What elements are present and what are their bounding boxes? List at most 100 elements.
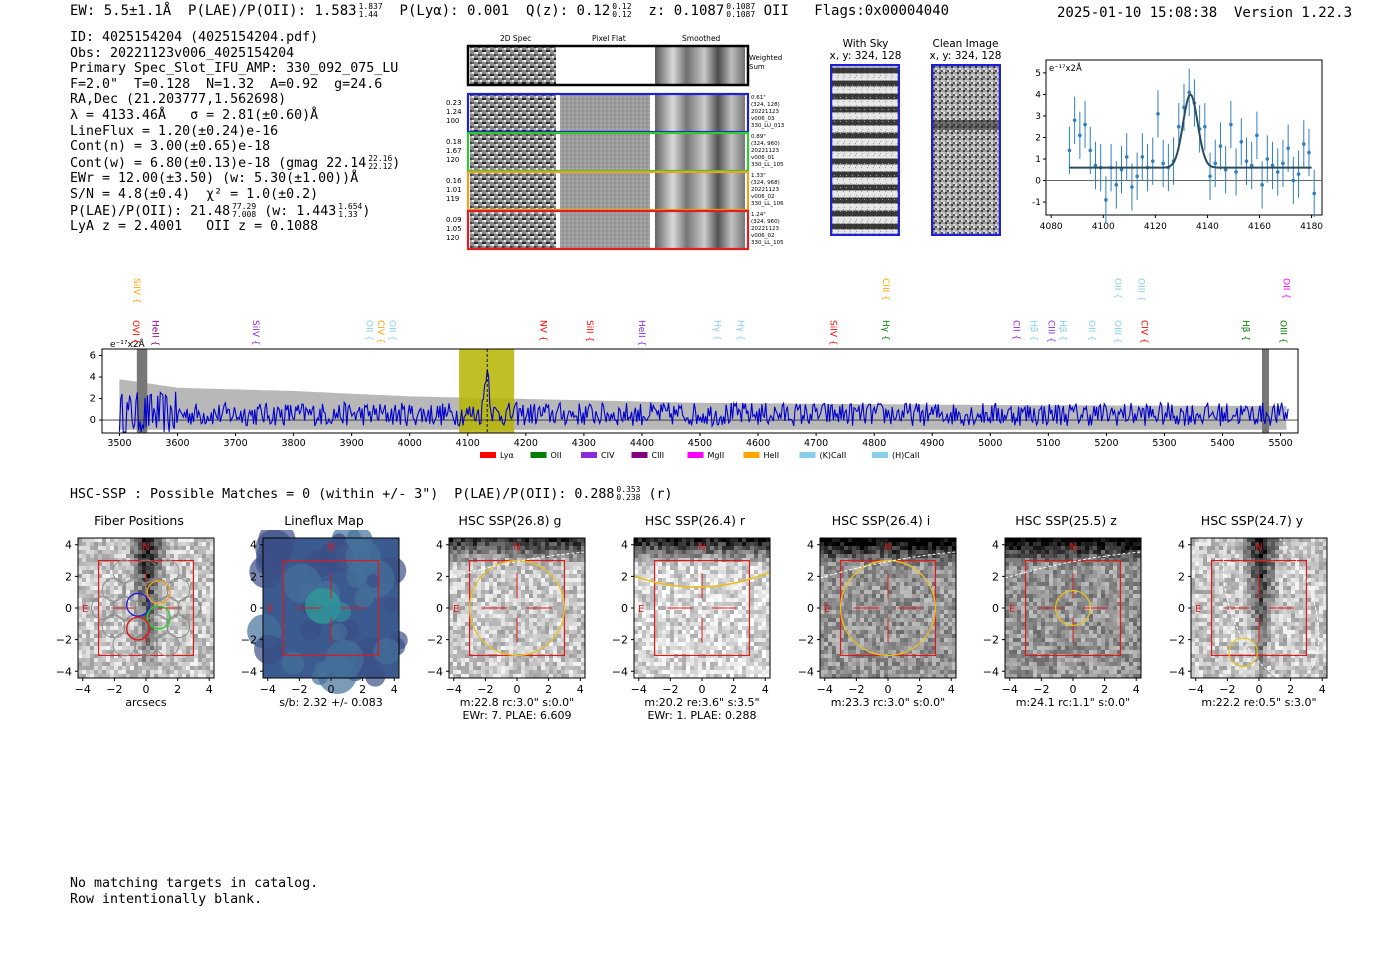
hsc-y-tick: 2 (436, 570, 443, 583)
z-range: 0.1087 0.1087 (726, 2, 756, 19)
fiber-circle (101, 577, 126, 602)
spectrum-x-tick: 4500 (688, 438, 712, 449)
hsc-panel-title: HSC SSP(26.4) r (644, 513, 746, 528)
svg-text:OVI {: OVI { (130, 320, 140, 344)
zoom-data-point (1208, 152, 1212, 200)
hsc-y-tick: −4 (1169, 665, 1185, 678)
east-label: E (1195, 604, 1201, 615)
hsc-x-tick: −4 (446, 683, 462, 696)
svg-text:OII {: OII { (1281, 278, 1291, 299)
info-contw: Cont(w) = 6.80(±0.13)e-18 (gmag 22.14 22.… (70, 153, 401, 171)
hsc-x-tick: −4 (1002, 683, 1018, 696)
spectrum-line-label: HeII { (150, 320, 160, 346)
hsc-x-tick: −2 (1033, 683, 1049, 696)
spectrum-line-label: SiIV { (131, 278, 141, 304)
clean-image (930, 63, 1002, 240)
spectrum-x-tick: 5500 (1268, 438, 1292, 449)
qz-range: 0.12 0.12 (612, 2, 632, 19)
legend-item: CIII (652, 451, 665, 460)
spectrum-line-label: CIII { (1045, 320, 1055, 343)
flags-value: Flags:0x00004040 (814, 3, 950, 19)
hsc-x-tick: 0 (699, 683, 706, 696)
spectrum-x-tick: 4100 (456, 438, 480, 449)
info-id: ID: 4025154204 (4025154204.pdf) (70, 30, 319, 45)
hsc-x-tick: 4 (1133, 683, 1140, 696)
spectrum-line-label: OIII { (1278, 320, 1288, 344)
spectrum-line-label: OIII { (1112, 320, 1122, 344)
fiber-circle-green (146, 605, 171, 630)
info-primary: Primary Spec_Slot_IFU_AMP: 330_092_075_L… (70, 61, 399, 77)
fiber-circle (112, 632, 137, 657)
fiber-row-3-info: 1.33" (324, 968) 20221123 v006_02 330_LL_106 (751, 173, 784, 207)
with-sky-svg (829, 63, 901, 237)
hsc-y-tick: 4 (807, 539, 814, 552)
zoom-y-tick: 2 (1035, 134, 1041, 144)
weighted-sum-label: Weighted Sum (749, 54, 783, 71)
zoom-data-point (1286, 124, 1290, 172)
zoom-data-point (1291, 156, 1296, 205)
spectrum-noise-envelope (119, 379, 1287, 430)
hsc-x-tick: 2 (1101, 683, 1108, 696)
svg-text:OII {: OII { (363, 320, 373, 341)
zoom-data-point (1213, 139, 1218, 188)
zoom-data-point (1150, 137, 1155, 185)
svg-text:CIV {: CIV { (375, 320, 385, 344)
spectrum-line-label: OII { (386, 320, 396, 341)
hsc-x-tick: 0 (1070, 683, 1077, 696)
zoom-plot-frame (1045, 59, 1323, 216)
search-box (653, 559, 751, 657)
fiber-panels: 2D Spec Pixel Flat Smoothed Weighted Sum… (440, 32, 784, 257)
spectrum-x-tick: 3900 (340, 438, 364, 449)
hsc-x-tick: 2 (730, 683, 737, 696)
spectrum-x-tick: 4600 (746, 438, 770, 449)
hsc-x-tick: 0 (1256, 683, 1263, 696)
aperture-circle (468, 559, 566, 657)
hsc-y-tick: −2 (612, 634, 628, 647)
hsc-panel-title: HSC SSP(24.7) y (1200, 513, 1304, 528)
spectrum-x-tick: 4900 (920, 438, 944, 449)
svg-text:HeII {: HeII { (150, 320, 160, 346)
svg-text:SiIV {: SiIV { (131, 278, 141, 304)
hsc-overlay: NE (1195, 530, 1320, 682)
hsc-x-tick: 2 (545, 683, 552, 696)
hsc-y-tick: −2 (983, 634, 999, 647)
info-fiber: F=2.0" T=0.128 N=1.32 A=0.92 g=24.6 (70, 76, 383, 92)
hsc-panel-caption: m:22.2 re:0.5" s:3.0" (1201, 696, 1317, 709)
info-sn: S/N = 4.8(±0.4) χ² = 1.0(±0.2) (70, 186, 319, 202)
spectrum-line-label: OIII { (1135, 278, 1145, 302)
spectrum-x-tick: 4000 (398, 438, 422, 449)
hsc-overlay: NE (633, 542, 771, 657)
fiber-circle (144, 614, 169, 639)
fiber-circle (155, 632, 180, 657)
zoom-y-tick: 3 (1035, 112, 1041, 122)
hsc-x-tick: −4 (75, 683, 91, 696)
east-label: E (638, 604, 644, 615)
timestamp: 2025-01-10 15:08:38 Version 1.22.3 (1057, 5, 1353, 21)
with-sky-caption: With Sky x, y: 324, 128 (829, 38, 902, 62)
svg-text:CIII {: CIII { (880, 278, 890, 301)
fiber-circle (112, 559, 137, 584)
qz-value: Q(z): 0.12 (525, 3, 611, 19)
fiber-circle (134, 632, 158, 657)
hsc-y-tick: 4 (436, 539, 443, 552)
hsc-y-tick: −2 (1169, 634, 1185, 647)
zoom-x-tick: 4080 (1040, 222, 1063, 232)
hsc-y-tick: −4 (427, 665, 443, 678)
legend-item: Lyα (500, 451, 514, 460)
hsc-y-tick: −2 (427, 634, 443, 647)
fiber-row-3 (466, 170, 750, 212)
hsc-panel-caption: m:22.8 rc:3.0" s:0.0" (459, 696, 575, 709)
svg-text:CIV {: CIV { (1138, 320, 1148, 344)
hsc-y-tick: 0 (992, 602, 999, 615)
north-label: N (513, 542, 520, 553)
spectrum-x-tick: 3500 (107, 438, 131, 449)
hsc-y-tick: −2 (798, 634, 814, 647)
spectrum-x-tick: 4800 (862, 438, 886, 449)
hsc-y-tick: 4 (992, 539, 999, 552)
info-radec: RA,Dec (21.203777,1.562698) (70, 92, 287, 108)
hsc-x-tick: −4 (1188, 683, 1204, 696)
svg-text:NV {: NV { (537, 320, 547, 341)
zoom-unit-label: e⁻¹⁷x2Å (1049, 62, 1082, 74)
